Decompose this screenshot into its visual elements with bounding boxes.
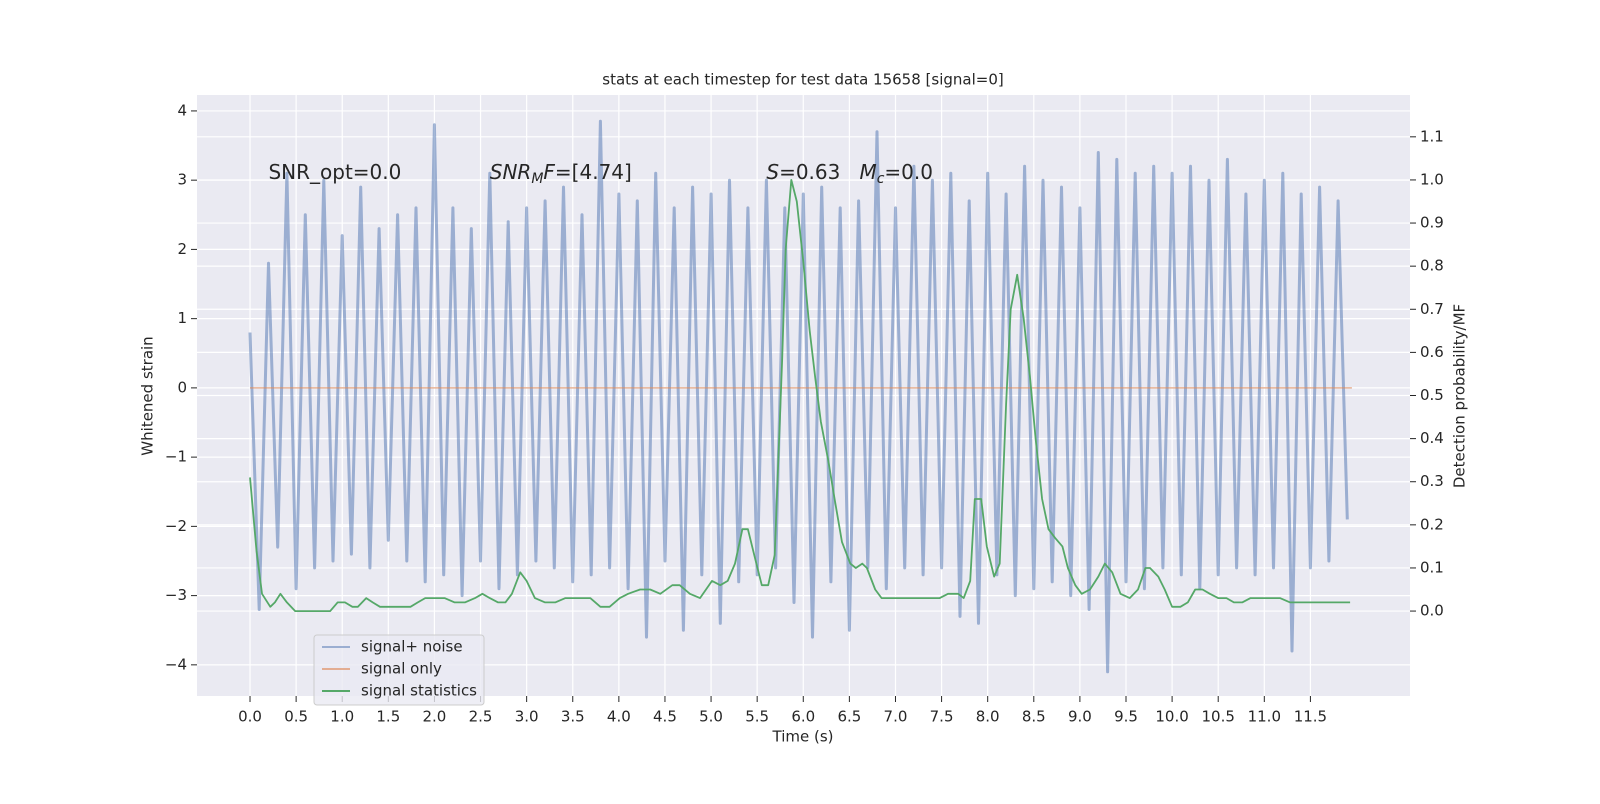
x-tick-label: 6.5 <box>837 708 861 726</box>
x-tick-label: 8.0 <box>976 708 1000 726</box>
chart-title: stats at each timestep for test data 156… <box>602 71 1003 89</box>
x-tick-label: 1.0 <box>330 708 354 726</box>
x-tick-label: 7.0 <box>884 708 908 726</box>
annotation-part: S <box>766 160 779 184</box>
annotation-part: =0.63 <box>779 160 859 184</box>
y2-tick-label: 0.1 <box>1420 558 1444 576</box>
legend-label: signal+ noise <box>361 638 463 656</box>
x-tick-label: 0.0 <box>238 708 262 726</box>
annotation-part: c <box>877 171 885 187</box>
y2-tick-label: 0.3 <box>1420 472 1444 490</box>
series-line <box>249 179 1351 612</box>
y2-tick-label: 1.1 <box>1420 127 1444 145</box>
x-tick-label: 11.5 <box>1294 708 1327 726</box>
legend-label: signal only <box>361 660 442 678</box>
x-tick-label: 11.0 <box>1248 708 1281 726</box>
x-axis-label: Time (s) <box>772 728 834 746</box>
x-tick-label: 9.5 <box>1114 708 1138 726</box>
x-tick-label: 9.0 <box>1068 708 1092 726</box>
annotation: S=0.63 Mc=0.0 <box>766 160 933 188</box>
annotation-part: =[4.74] <box>555 160 632 184</box>
x-tick-label: 7.5 <box>930 708 954 726</box>
y-axis-label: Whitened strain <box>139 336 157 455</box>
x-tick-label: 0.5 <box>284 708 308 726</box>
x-tick-label: 8.5 <box>1022 708 1046 726</box>
y-tick-label: 3 <box>177 171 187 189</box>
x-tick-label: 4.5 <box>653 708 677 726</box>
legend-label: signal statistics <box>361 682 477 700</box>
x-tick-label: 2.5 <box>469 708 493 726</box>
x-tick-label: 4.0 <box>607 708 631 726</box>
x-tick-label: 5.0 <box>699 708 723 726</box>
y2-tick-label: 0.5 <box>1420 386 1444 404</box>
y2-tick-label: 0.2 <box>1420 515 1444 533</box>
y-tick-label: −4 <box>165 655 187 673</box>
y2-tick-label: 0.6 <box>1420 343 1444 361</box>
y2-tick-label: 0.4 <box>1420 429 1444 447</box>
x-tick-label: 3.5 <box>561 708 585 726</box>
y-tick-label: −1 <box>165 448 187 466</box>
series-line <box>248 119 1349 674</box>
annotation-part: M <box>531 171 543 187</box>
y2-tick-label: 0.0 <box>1420 602 1444 620</box>
x-tick-label: 5.5 <box>745 708 769 726</box>
annotation-part: M <box>859 160 876 184</box>
annotation-part: F <box>543 160 555 184</box>
annotation-part: SNR <box>490 160 532 184</box>
x-tick-label: 10.5 <box>1202 708 1235 726</box>
y2-tick-label: 0.8 <box>1420 257 1444 275</box>
annotation-part: =0.0 <box>884 160 933 184</box>
y2-tick-label: 1.0 <box>1420 170 1444 188</box>
x-tick-label: 2.0 <box>423 708 447 726</box>
annotation: SNR_opt=0.0 <box>268 160 401 184</box>
y2-tick-label: 0.9 <box>1420 214 1444 232</box>
x-tick-label: 3.0 <box>515 708 539 726</box>
x-tick-label: 6.0 <box>791 708 815 726</box>
y2-tick-label: 0.7 <box>1420 300 1444 318</box>
y-tick-label: 4 <box>177 101 187 119</box>
legend-box <box>313 634 485 706</box>
y2-axis-label: Detection probability/MF <box>1451 304 1469 488</box>
y-tick-label: 2 <box>177 240 187 258</box>
x-tick-label: 1.5 <box>376 708 400 726</box>
y-tick-label: 1 <box>177 309 187 327</box>
y-tick-label: −2 <box>165 517 187 535</box>
annotation: SNRMF=[4.74] <box>490 160 632 188</box>
x-tick-label: 10.0 <box>1155 708 1188 726</box>
annotation-part: SNR_opt=0.0 <box>268 160 401 184</box>
y-tick-label: −3 <box>165 586 187 604</box>
y-tick-label: 0 <box>177 378 187 396</box>
